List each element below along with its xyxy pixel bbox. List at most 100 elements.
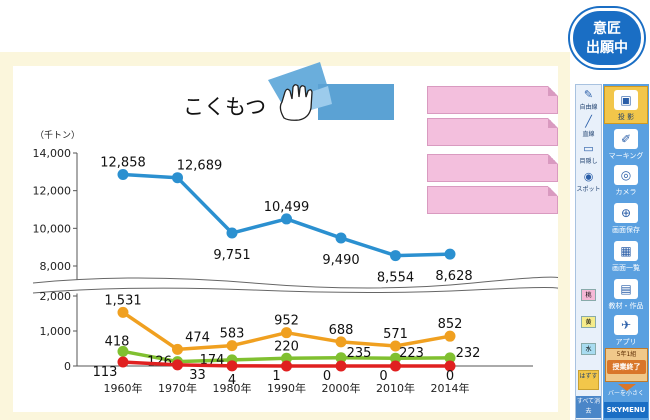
x-tick-label: 1990年 — [267, 381, 306, 395]
drawing-tools-column — [575, 84, 602, 420]
class-name: 5年1組 — [616, 351, 637, 358]
y-tick-label: 10,000 — [33, 222, 72, 235]
screen-list-icon: ▦ — [614, 241, 638, 261]
data-point — [117, 345, 129, 357]
end-class-button[interactable]: 授業終了 — [607, 360, 646, 374]
y-tick-label: 0 — [64, 360, 71, 373]
tool-camera[interactable]: ◎ カメラ — [604, 162, 648, 200]
x-tick-label: 1980年 — [213, 381, 252, 395]
axis-break-line-top — [32, 276, 558, 289]
data-label: 852 — [438, 317, 463, 332]
data-point — [226, 340, 238, 352]
badge-line-1: 意匠 — [593, 21, 621, 37]
marker-color-chip[interactable]: 黄 — [581, 316, 596, 328]
data-label: 0 — [446, 369, 454, 384]
data-label: 12,689 — [177, 159, 223, 174]
data-point — [390, 340, 401, 352]
data-label: 10,499 — [264, 200, 310, 215]
data-point — [335, 232, 347, 244]
badge-line-2: 出願中 — [586, 40, 628, 56]
y-tick-label: 1,000 — [40, 325, 72, 338]
y-axis-unit-label: （千トン） — [35, 130, 80, 141]
x-tick-label: 1960年 — [104, 381, 143, 395]
data-point — [444, 360, 456, 372]
tool-screen-list[interactable]: ▦ 画面一覧 — [604, 238, 648, 276]
x-tick-label: 2014年 — [431, 381, 470, 395]
mask-tape[interactable] — [262, 58, 397, 128]
data-point — [172, 359, 183, 371]
data-label: 418 — [105, 334, 130, 349]
data-label: 220 — [274, 339, 299, 354]
data-label: 583 — [220, 327, 245, 342]
end-class-arrow-icon — [618, 384, 636, 391]
straight-line-icon: ╱ — [585, 115, 592, 128]
x-tick-label: 2010年 — [376, 381, 415, 395]
design-pending-badge: 意匠 出願中 — [570, 8, 644, 68]
freehand-icon: ✎ — [583, 88, 594, 101]
tool-blind[interactable]: ▭ 目隠し — [576, 142, 601, 168]
sticky-note-2[interactable] — [427, 118, 558, 146]
data-point — [390, 250, 401, 262]
sticky-note-4[interactable] — [427, 186, 558, 214]
data-label: 9,751 — [213, 248, 250, 263]
tool-marking[interactable]: ✐ マーキング — [604, 126, 648, 164]
data-point — [226, 360, 238, 372]
marker-color-chip[interactable]: 水 — [581, 343, 596, 355]
data-point — [444, 330, 456, 342]
data-label: 1,531 — [104, 293, 141, 308]
data-point — [117, 356, 129, 368]
data-point — [335, 336, 347, 348]
data-point — [335, 360, 347, 372]
detach-button[interactable]: はずす — [578, 370, 599, 390]
data-label: 232 — [456, 346, 481, 361]
data-point — [172, 172, 183, 184]
data-point — [281, 327, 292, 339]
clear-all-button[interactable]: すべて消去 — [576, 396, 601, 418]
data-label: 33 — [189, 368, 206, 383]
data-point — [172, 343, 183, 355]
mask-tape-flap — [268, 62, 328, 104]
marker-color-chip[interactable]: 桃 — [581, 289, 596, 301]
grain-line-chart: こくもつ （千トン） 8,000 10,000 12,000 14,000 0 1,000 2,… — [30, 95, 558, 395]
data-point — [281, 360, 292, 372]
data-point — [444, 352, 456, 364]
tool-materials[interactable]: ▤ 教材・作品 — [604, 276, 648, 314]
end-class-panel: 5年1組 授業終了 — [605, 348, 648, 382]
data-point — [281, 352, 292, 364]
data-point — [226, 227, 238, 239]
data-label: 474 — [185, 330, 210, 345]
skymenu-logo: SKYMENU — [604, 402, 648, 418]
tool-apps[interactable]: ✈ アプリ — [604, 312, 648, 350]
x-tick-label: 2000年 — [322, 381, 361, 395]
y-tick-label: 8,000 — [40, 260, 72, 273]
pointer-hand-icon — [279, 84, 313, 121]
data-label: 235 — [347, 346, 372, 361]
save-screen-icon: ⊕ — [614, 203, 638, 223]
tool-freehand[interactable]: ✎ 自由線 — [576, 88, 601, 114]
data-label: 571 — [383, 327, 408, 342]
sticky-note-1[interactable] — [427, 86, 558, 114]
apps-icon: ✈ — [614, 315, 638, 335]
data-label: 952 — [274, 314, 299, 329]
spotlight-icon: ◉ — [583, 170, 594, 183]
data-label: 113 — [93, 365, 118, 380]
sticky-note-3[interactable] — [427, 154, 558, 182]
tool-projector[interactable]: ▣ 投 影 — [604, 86, 648, 124]
tool-save-screen[interactable]: ⊕ 画面保存 — [604, 200, 648, 238]
minimize-bar-button[interactable]: バーを小さく — [607, 390, 644, 397]
blind-icon: ▭ — [583, 142, 594, 155]
data-point — [335, 352, 347, 364]
data-point — [444, 248, 456, 260]
x-tick-label: 1970年 — [158, 381, 197, 395]
projector-icon: ▣ — [614, 90, 638, 110]
data-label: 0 — [323, 369, 331, 384]
tool-spotlight[interactable]: ◉ スポット — [576, 170, 601, 193]
data-point — [117, 169, 129, 181]
data-point — [390, 352, 401, 364]
data-label: 12,858 — [100, 156, 146, 171]
whiteboard-page[interactable]: こくもつ （千トン） 8,000 10,000 12,000 14,000 0 1,000 2,… — [13, 66, 558, 412]
tool-straight-line[interactable]: ╱ 直線 — [576, 115, 601, 141]
data-label: 9,490 — [322, 253, 359, 268]
data-point — [281, 213, 292, 225]
camera-icon: ◎ — [614, 165, 638, 185]
